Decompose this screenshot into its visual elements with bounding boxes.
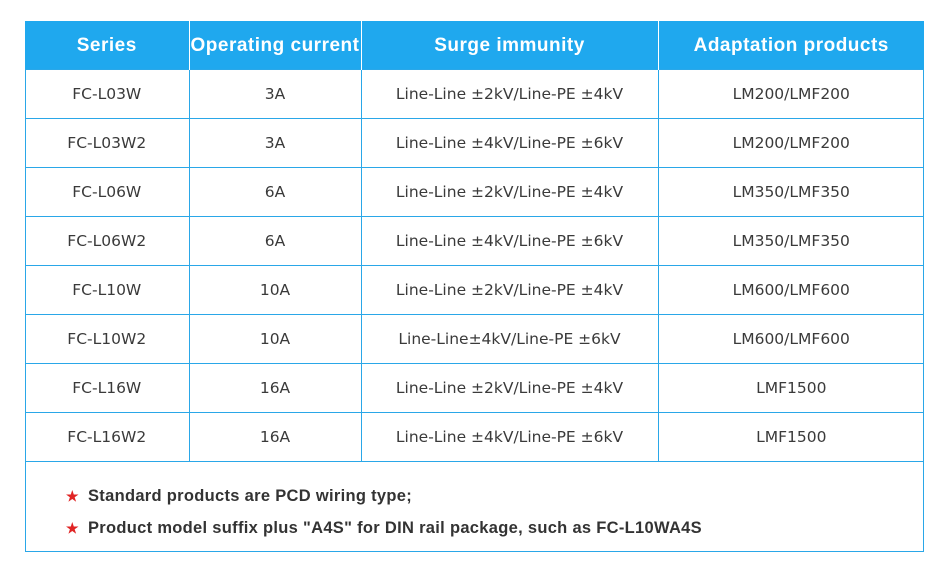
cell-surge-immunity: Line-Line ±4kV/Line-PE ±6kV <box>360 118 658 168</box>
cell-operating-current: 10A <box>188 265 361 315</box>
cell-operating-current: 3A <box>188 118 361 168</box>
table-row: FC-L10W 10A Line-Line ±2kV/Line-PE ±4kV LM6… <box>25 265 924 315</box>
cell-adaptation-products: LM600/LMF600 <box>657 314 924 364</box>
table-row: FC-L16W 16A Line-Line ±2kV/Line-PE ±4kV LMF… <box>25 363 924 413</box>
note-text: Standard products are PCD wiring type; <box>88 486 413 505</box>
header-adaptation-products: Adaptation products <box>657 21 924 70</box>
cell-surge-immunity: Line-Line ±4kV/Line-PE ±6kV <box>360 216 658 266</box>
cell-surge-immunity: Line-Line ±2kV/Line-PE ±4kV <box>360 265 658 315</box>
cell-operating-current: 16A <box>188 363 361 413</box>
header-surge-immunity: Surge immunity <box>360 21 658 70</box>
table-row: FC-L16W2 16A Line-Line ±4kV/Line-PE ±6kV LM… <box>25 412 924 462</box>
cell-series: FC-L06W2 <box>25 216 189 266</box>
table-row: FC-L06W 6A Line-Line ±2kV/Line-PE ±4kV LM35… <box>25 167 924 217</box>
cell-adaptation-products: LM600/LMF600 <box>657 265 924 315</box>
cell-operating-current: 6A <box>188 167 361 217</box>
cell-adaptation-products: LM200/LMF200 <box>657 118 924 168</box>
table-row: FC-L10W2 10A Line-Line±4kV/Line-PE ±6kV LM6… <box>25 314 924 364</box>
cell-adaptation-products: LMF1500 <box>657 363 924 413</box>
cell-adaptation-products: LMF1500 <box>657 412 924 462</box>
table-row: FC-L06W2 6A Line-Line ±4kV/Line-PE ±6kV LM3… <box>25 216 924 266</box>
cell-series: FC-L16W <box>25 363 189 413</box>
cell-surge-immunity: Line-Line±4kV/Line-PE ±6kV <box>360 314 658 364</box>
cell-operating-current: 3A <box>188 69 361 119</box>
cell-surge-immunity: Line-Line ±2kV/Line-PE ±4kV <box>360 363 658 413</box>
cell-operating-current: 16A <box>188 412 361 462</box>
header-row: Series Operating current Surge immunity … <box>25 21 924 70</box>
note-item: ★ Standard products are PCD wiring type; <box>66 480 702 512</box>
cell-adaptation-products: LM200/LMF200 <box>657 69 924 119</box>
table-row: FC-L03W 3A Line-Line ±2kV/Line-PE ±4kV LM20… <box>25 69 924 119</box>
spec-table: Series Operating current Surge immunity … <box>25 21 924 462</box>
header-operating-current: Operating current <box>188 21 361 70</box>
cell-series: FC-L10W <box>25 265 189 315</box>
cell-surge-immunity: Line-Line ±2kV/Line-PE ±4kV <box>360 69 658 119</box>
cell-series: FC-L06W <box>25 167 189 217</box>
cell-series: FC-L16W2 <box>25 412 189 462</box>
cell-operating-current: 6A <box>188 216 361 266</box>
cell-adaptation-products: LM350/LMF350 <box>657 167 924 217</box>
table-row: FC-L03W2 3A Line-Line ±4kV/Line-PE ±6kV LM2… <box>25 118 924 168</box>
note-text: Product model suffix plus "A4S" for DIN … <box>88 518 702 537</box>
cell-series: FC-L10W2 <box>25 314 189 364</box>
cell-adaptation-products: LM350/LMF350 <box>657 216 924 266</box>
cell-series: FC-L03W <box>25 69 189 119</box>
notes: ★ Standard products are PCD wiring type;… <box>66 480 702 544</box>
header-series: Series <box>25 21 189 70</box>
cell-surge-immunity: Line-Line ±4kV/Line-PE ±6kV <box>360 412 658 462</box>
cell-series: FC-L03W2 <box>25 118 189 168</box>
star-icon: ★ <box>66 519 79 536</box>
star-icon: ★ <box>66 487 79 504</box>
cell-operating-current: 10A <box>188 314 361 364</box>
cell-surge-immunity: Line-Line ±2kV/Line-PE ±4kV <box>360 167 658 217</box>
note-item: ★ Product model suffix plus "A4S" for DI… <box>66 512 702 544</box>
